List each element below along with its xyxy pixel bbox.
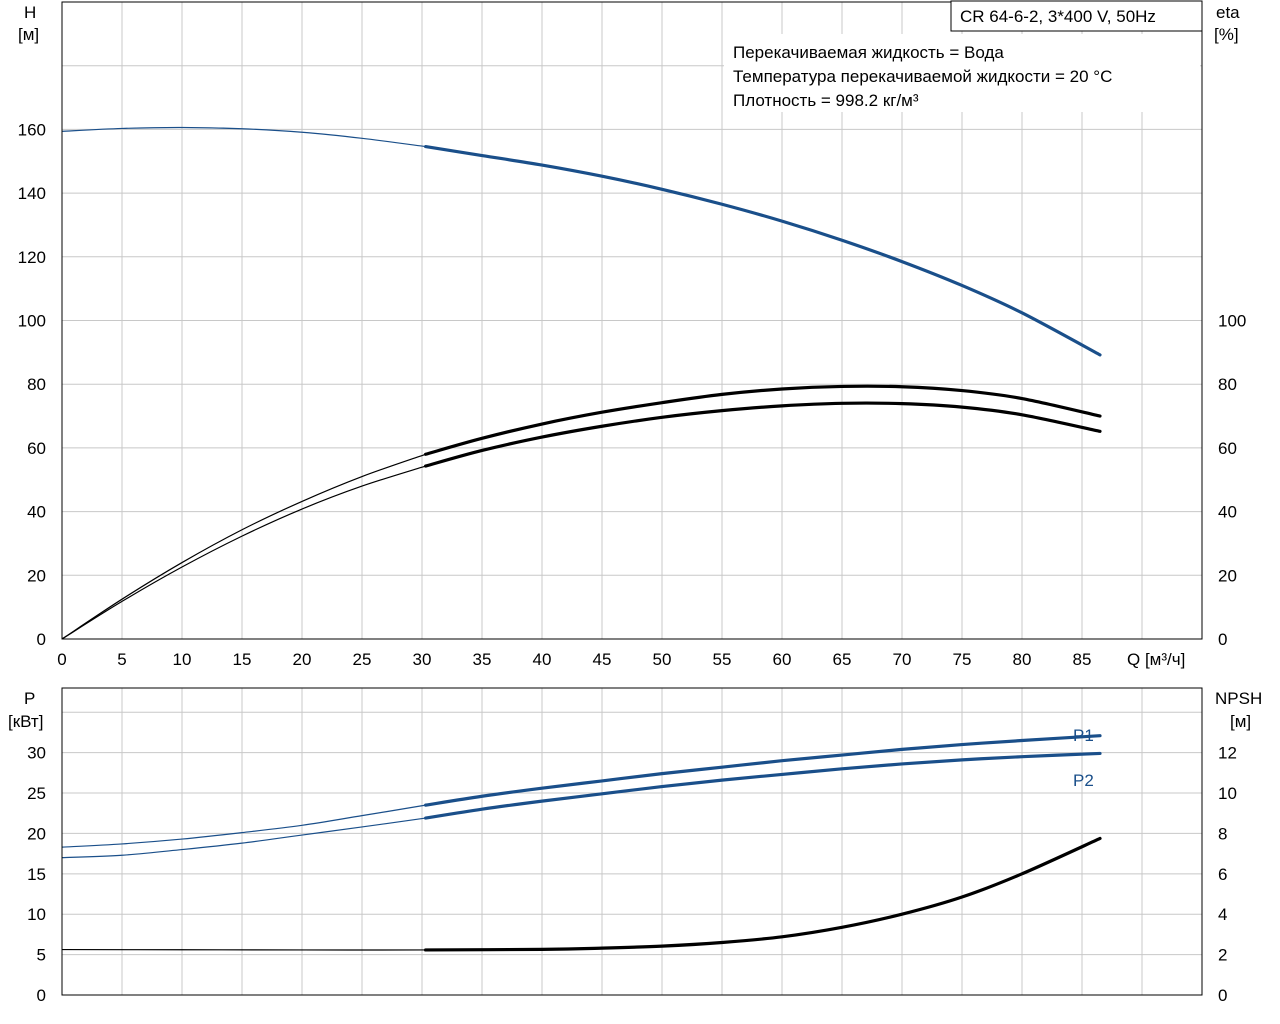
p-tick-label: 20 (27, 824, 46, 843)
eta-axis-unit: [%] (1214, 25, 1239, 44)
p-tick-label: 0 (37, 986, 46, 1005)
x-tick-label: 70 (893, 650, 912, 669)
info-line-temperature: Температура перекачиваемой жидкости = 20… (733, 67, 1112, 86)
series-p2-thick (424, 751, 1102, 820)
x-tick-label: 60 (773, 650, 792, 669)
npsh-tick-label: 4 (1218, 905, 1227, 924)
h-tick-label: 0 (37, 630, 46, 649)
model-title-box (950, 0, 1203, 32)
x-tick-label: 85 (1073, 650, 1092, 669)
series-label-p2: P2 (1073, 771, 1094, 790)
x-tick-label: 75 (953, 650, 972, 669)
x-tick-label: 5 (117, 650, 126, 669)
p-tick-label: 15 (27, 865, 46, 884)
tick-label-layer: 0 5 10 15 20 25 30 35 40 45 50 55 60 65 70 75 80 85020406… (18, 120, 1247, 1005)
series-p1-thin (61, 804, 426, 848)
h-tick-label: 80 (27, 375, 46, 394)
npsh-tick-label: 12 (1218, 744, 1237, 763)
npsh-axis-label: NPSH (1215, 689, 1262, 708)
p-axis-unit: [кВт] (8, 712, 43, 731)
x-tick-label: 15 (233, 650, 252, 669)
npsh-tick-label: 10 (1218, 784, 1237, 803)
series-eta-lower-thick (424, 401, 1102, 468)
series-label-p1: P1 (1073, 726, 1094, 745)
x-tick-label: 50 (653, 650, 672, 669)
x-tick-label: 10 (173, 650, 192, 669)
h-tick-label: 20 (27, 566, 46, 585)
series-eta-upper-thin (61, 453, 426, 640)
h-tick-label: 160 (18, 120, 46, 139)
npsh-tick-label: 6 (1218, 865, 1227, 884)
info-line-fluid: Перекачиваемая жидкость = Вода (733, 43, 1004, 62)
x-tick-label: 25 (353, 650, 372, 669)
series-h-thick (424, 145, 1102, 357)
p-axis-label: P (24, 689, 35, 708)
x-tick-label: 35 (473, 650, 492, 669)
h-tick-label: 40 (27, 503, 46, 522)
npsh-tick-label: 8 (1218, 824, 1227, 843)
series-eta-upper-thick (424, 384, 1102, 456)
x-tick-label: 40 (533, 650, 552, 669)
h-axis-label: H (24, 3, 36, 22)
info-box (724, 34, 1200, 112)
p-tick-label: 25 (27, 784, 46, 803)
eta-tick-label: 80 (1218, 375, 1237, 394)
x-tick-label: 0 (57, 650, 66, 669)
h-tick-label: 100 (18, 312, 46, 331)
x-tick-label: 30 (413, 650, 432, 669)
eta-tick-label: 0 (1218, 630, 1227, 649)
info-line-density: Плотность = 998.2 кг/м³ (733, 91, 919, 110)
x-tick-label: 80 (1013, 650, 1032, 669)
x-tick-label: 45 (593, 650, 612, 669)
p-tick-label: 10 (27, 905, 46, 924)
model-title: CR 64-6-2, 3*400 V, 50Hz (960, 7, 1156, 26)
series-p2-thin (61, 817, 426, 859)
p-tick-label: 5 (37, 946, 46, 965)
series-p1-thick (424, 734, 1102, 807)
eta-tick-label: 40 (1218, 503, 1237, 522)
p-tick-label: 30 (27, 744, 46, 763)
x-tick-label: 55 (713, 650, 732, 669)
h-tick-label: 60 (27, 439, 46, 458)
h-tick-label: 120 (18, 248, 46, 267)
grid-layer (62, 2, 1202, 995)
curve-layer (61, 126, 1102, 952)
eta-axis-label: eta (1216, 3, 1240, 22)
npsh-tick-label: 0 (1218, 986, 1227, 1005)
h-axis-unit: [м] (18, 25, 39, 44)
npsh-tick-label: 2 (1218, 946, 1227, 965)
x-tick-label: 20 (293, 650, 312, 669)
eta-tick-label: 60 (1218, 439, 1237, 458)
top-plot-frame (61, 1, 1203, 640)
series-h-thin (61, 126, 426, 148)
bottom-plot-frame (61, 687, 1203, 996)
npsh-axis-unit: [м] (1230, 712, 1251, 731)
eta-tick-label: 100 (1218, 312, 1246, 331)
x-tick-label: 65 (833, 650, 852, 669)
series-eta-lower-thin (61, 465, 426, 640)
series-npsh-thick (424, 836, 1102, 952)
h-tick-label: 140 (18, 184, 46, 203)
q-axis-label: Q [м³/ч] (1127, 650, 1185, 669)
eta-tick-label: 20 (1218, 566, 1237, 585)
